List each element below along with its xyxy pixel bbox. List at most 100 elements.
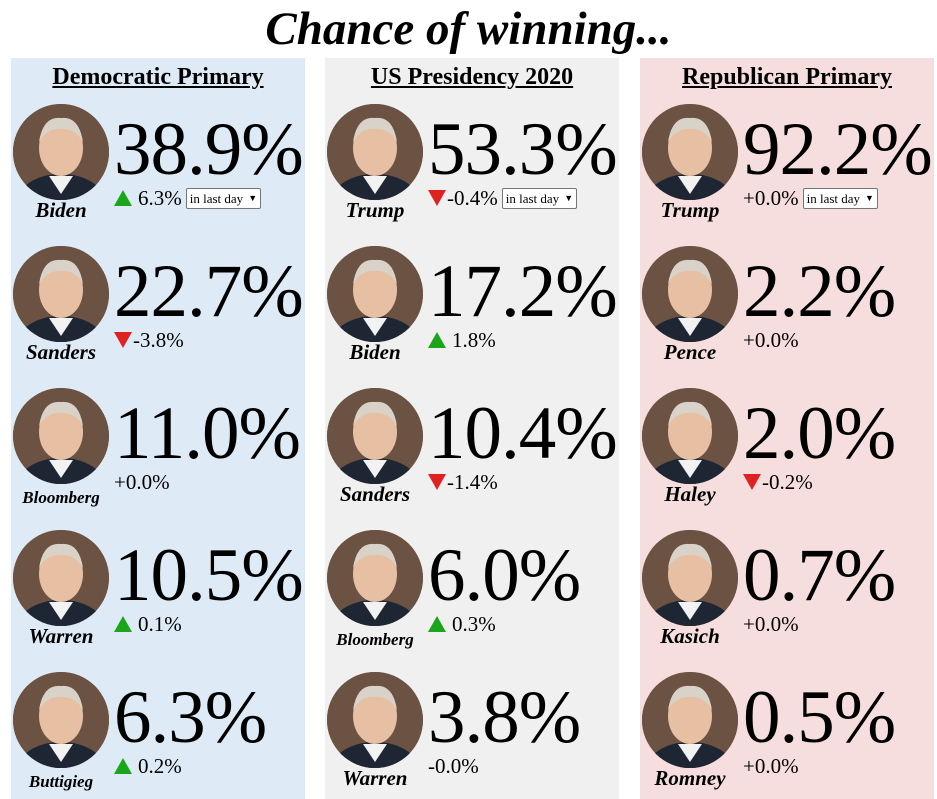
change-indicator: +0.0% <box>114 470 170 494</box>
column-header[interactable]: Republican Primary <box>682 64 892 90</box>
candidate-row: Sanders 10.4% -1.4% <box>325 388 619 528</box>
change-value: -0.0% <box>428 754 479 778</box>
change-value: 1.8% <box>452 328 496 352</box>
change-indicator: 1.8% <box>428 328 496 352</box>
portrait-icon <box>13 388 109 484</box>
column-header[interactable]: Democratic Primary <box>52 64 264 90</box>
candidate-row: Biden 38.9% 6.3% in last day ▼ <box>11 104 305 244</box>
candidate-name: Biden <box>35 198 87 222</box>
arrow-up-icon <box>114 616 132 632</box>
candidate-name: Sanders <box>339 482 411 506</box>
arrow-up-icon <box>428 332 446 348</box>
change-value: 6.3% <box>138 186 182 210</box>
change-value: +0.0% <box>743 754 799 778</box>
candidate-photo <box>13 530 109 626</box>
candidate-name: Pence <box>663 340 717 364</box>
portrait-icon <box>327 246 423 342</box>
candidate-row: Warren 3.8% -0.0% <box>325 672 619 799</box>
win-probability: 2.0% <box>743 392 896 475</box>
candidate-photo <box>13 104 109 200</box>
candidate-row: Buttigieg 6.3% 0.2% <box>11 672 305 799</box>
win-probability: 3.8% <box>428 676 581 759</box>
republican-primary-column: Republican Primary Trump 92.2% +0.0% in last… <box>640 58 934 799</box>
candidate-name: Biden <box>349 340 401 364</box>
portrait-icon <box>327 530 423 626</box>
us-presidency-column: US Presidency 2020 Trump 53.3% -0.4% in last… <box>325 58 619 799</box>
candidate-name: Warren <box>28 624 94 648</box>
change-value: 0.1% <box>138 612 182 636</box>
candidate-photo <box>642 388 738 484</box>
candidate-name: Trump <box>660 198 720 222</box>
candidate-photo <box>327 388 423 484</box>
win-probability: 17.2% <box>428 250 618 333</box>
candidate-name: Kasich <box>660 624 720 648</box>
portrait-icon <box>327 104 423 200</box>
change-value: -1.4% <box>447 470 498 494</box>
arrow-up-icon <box>114 758 132 774</box>
portrait-icon <box>327 388 423 484</box>
win-probability: 6.0% <box>428 534 581 617</box>
period-select[interactable]: in last day ▼ <box>802 187 878 209</box>
candidate-row: Bloomberg 6.0% 0.3% <box>325 530 619 670</box>
change-value: +0.0% <box>743 612 799 636</box>
candidate-photo <box>327 104 423 200</box>
portrait-icon <box>642 246 738 342</box>
candidate-name: Bloomberg <box>22 488 100 507</box>
change-value: 0.2% <box>138 754 182 778</box>
candidate-name: Warren <box>342 766 408 790</box>
win-probability: 10.5% <box>114 534 304 617</box>
column-header[interactable]: US Presidency 2020 <box>370 64 574 90</box>
candidate-photo <box>13 672 109 768</box>
chevron-down-icon: ▼ <box>564 192 574 203</box>
win-probability: 53.3% <box>428 108 618 191</box>
change-indicator: -1.4% <box>428 470 498 494</box>
win-probability: 22.7% <box>114 250 304 333</box>
candidate-row: Warren 10.5% 0.1% <box>11 530 305 670</box>
win-probability: 0.7% <box>743 534 896 617</box>
win-probability: 10.4% <box>428 392 618 475</box>
change-value: 0.3% <box>452 612 496 636</box>
candidate-photo <box>642 530 738 626</box>
portrait-icon <box>642 530 738 626</box>
portrait-icon <box>13 672 109 768</box>
period-select-label: in last day <box>806 190 861 206</box>
candidate-row: Biden 17.2% 1.8% <box>325 246 619 386</box>
period-select-label: in last day <box>505 190 560 206</box>
chevron-down-icon: ▼ <box>248 192 258 203</box>
change-indicator: +0.0% <box>743 754 799 778</box>
period-select[interactable]: in last day ▼ <box>185 187 262 209</box>
candidate-name: Bloomberg <box>336 630 414 649</box>
win-probability: 6.3% <box>114 676 267 759</box>
candidate-photo <box>13 388 109 484</box>
portrait-icon <box>642 672 738 768</box>
candidate-row: Haley 2.0% -0.2% <box>640 388 934 528</box>
arrow-up-icon <box>428 616 446 632</box>
candidate-photo <box>327 246 423 342</box>
win-probability: 38.9% <box>114 108 304 191</box>
period-select-label: in last day <box>189 190 244 206</box>
change-indicator: 0.3% <box>428 612 496 636</box>
win-probability: 92.2% <box>743 108 933 191</box>
candidate-name: Trump <box>345 198 405 222</box>
period-select[interactable]: in last day ▼ <box>501 187 578 209</box>
candidate-photo <box>642 104 738 200</box>
portrait-icon <box>13 246 109 342</box>
change-indicator: 0.1% <box>114 612 182 636</box>
candidate-row: Bloomberg 11.0% +0.0% <box>11 388 305 528</box>
candidate-photo <box>327 530 423 626</box>
candidate-row: Pence 2.2% +0.0% <box>640 246 934 386</box>
change-indicator: +0.0% in last day ▼ <box>743 186 878 210</box>
candidate-row: Romney 0.5% +0.0% <box>640 672 934 799</box>
candidate-photo <box>327 672 423 768</box>
arrow-down-icon <box>743 474 761 490</box>
portrait-icon <box>327 672 423 768</box>
candidate-name: Haley <box>664 482 716 506</box>
arrow-down-icon <box>428 190 446 206</box>
candidate-row: Sanders 22.7% -3.8% <box>11 246 305 386</box>
win-probability: 2.2% <box>743 250 896 333</box>
change-indicator: -3.8% <box>114 328 184 352</box>
change-value: -3.8% <box>133 328 184 352</box>
change-indicator: -0.2% <box>743 470 813 494</box>
arrow-up-icon <box>114 190 132 206</box>
change-indicator: +0.0% <box>743 612 799 636</box>
